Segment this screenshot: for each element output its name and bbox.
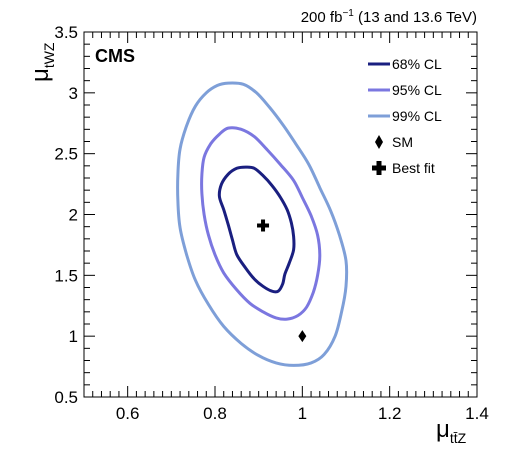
- contour-lines: [176, 81, 349, 367]
- y-tick-label: 1: [69, 327, 78, 346]
- x-tick-label: 1: [298, 404, 307, 423]
- legend-swatch-sm: [375, 135, 383, 149]
- y-tick-label: 1.5: [54, 266, 78, 285]
- y-tick-label: 3: [69, 84, 78, 103]
- luminosity-exponent: −1: [342, 8, 354, 19]
- x-tick-label: 0.8: [203, 404, 227, 423]
- legend-label-sm: SM: [392, 134, 413, 150]
- sm-point-marker: [298, 330, 307, 343]
- x-tick-label: 1.2: [378, 404, 402, 423]
- y-axis-label: μtWZ: [27, 42, 57, 82]
- contour-99-cl: [176, 81, 349, 367]
- y-tick-label: 2.5: [54, 145, 78, 164]
- x-axis-label: μtt̄Z: [436, 416, 467, 446]
- x-axis-symbol: μ: [436, 416, 450, 443]
- legend-label-68-cl: 68% CL: [392, 56, 442, 72]
- energy-text: (13 and 13.6 TeV): [354, 9, 477, 26]
- x-tick-label: 1.4: [465, 404, 489, 423]
- x-tick-label: 0.6: [116, 404, 140, 423]
- legend-label-best-fit: Best fit: [392, 160, 435, 176]
- legend-swatch-best-fit: [372, 161, 386, 175]
- y-axis-symbol: μ: [27, 68, 54, 82]
- axis-ticks: 0.6 0.8 1 1.2 1.4 0.5 1 1.5 2 2.5 3 3.5: [54, 23, 488, 423]
- y-tick-label: 2: [69, 206, 78, 225]
- y-tick-label: 0.5: [54, 388, 78, 407]
- luminosity-value: 200 fb: [301, 9, 343, 26]
- legend: 68% CL 95% CL 99% CL SM Best fit: [368, 56, 442, 176]
- point-markers: [257, 219, 307, 343]
- luminosity-header: 200 fb−1 (13 and 13.6 TeV): [301, 8, 477, 26]
- legend-label-95-cl: 95% CL: [392, 82, 442, 98]
- legend-label-99-cl: 99% CL: [392, 108, 442, 124]
- contour-95-cl: [200, 126, 322, 321]
- x-axis-subscript: tt̄Z: [450, 430, 467, 446]
- cms-label: CMS: [95, 46, 135, 66]
- contour-68-cl: [217, 165, 296, 294]
- y-tick-label: 3.5: [54, 23, 78, 42]
- y-axis-subscript: tWZ: [41, 42, 57, 68]
- best-fit-marker: [257, 219, 270, 232]
